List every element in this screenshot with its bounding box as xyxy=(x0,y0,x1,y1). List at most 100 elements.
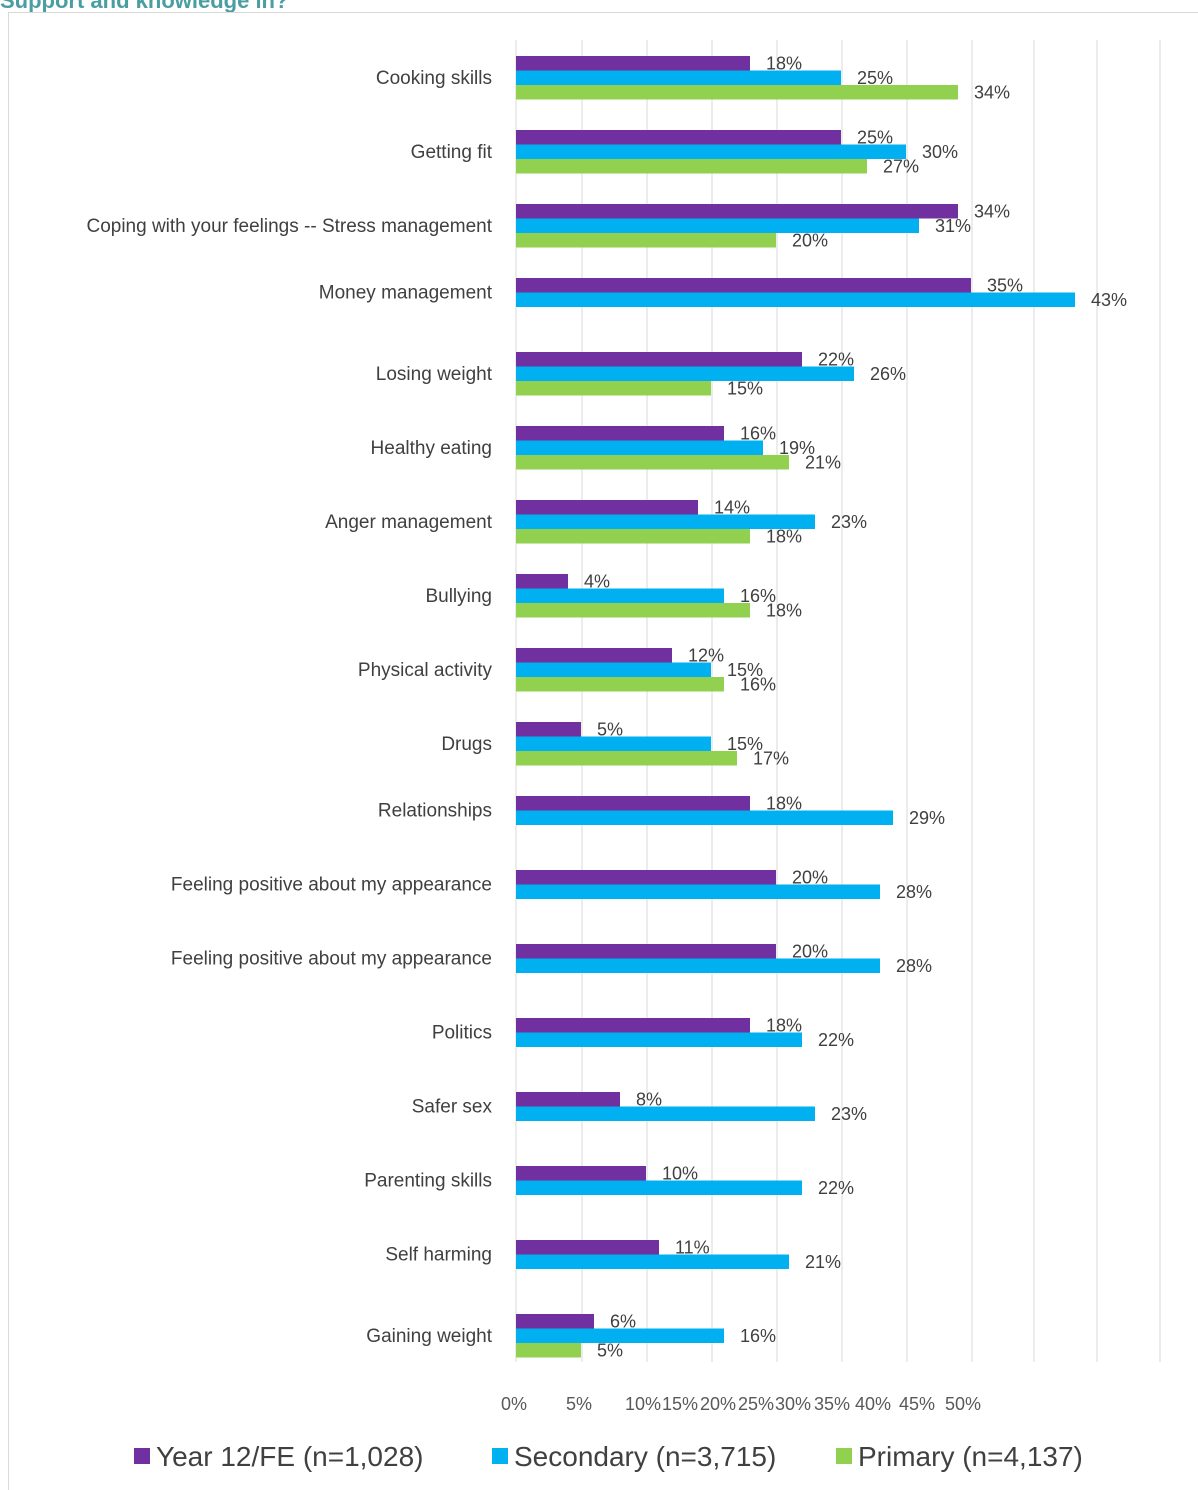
bar xyxy=(516,588,724,603)
category-label: Cooking skills xyxy=(376,68,492,89)
data-label: 25% xyxy=(857,68,893,88)
data-label: 22% xyxy=(818,1030,854,1050)
category-label: Self harming xyxy=(385,1245,492,1266)
data-label: 18% xyxy=(766,527,802,547)
x-tick-label: 15% xyxy=(662,1394,698,1414)
bar xyxy=(516,870,776,885)
bar xyxy=(516,1032,802,1047)
bar xyxy=(516,677,724,692)
data-label: 22% xyxy=(818,350,854,370)
category-label: Drugs xyxy=(441,734,492,755)
data-label: 19% xyxy=(779,438,815,458)
x-tick-label: 20% xyxy=(700,1394,736,1414)
category-label: Safer sex xyxy=(412,1097,493,1118)
category-label: Getting fit xyxy=(411,142,493,163)
bar xyxy=(516,736,711,751)
bar xyxy=(516,574,568,589)
bar xyxy=(516,1106,815,1121)
bar xyxy=(516,352,802,367)
data-label: 30% xyxy=(922,142,958,162)
data-label: 18% xyxy=(766,1016,802,1036)
bar xyxy=(516,426,724,441)
category-label: Politics xyxy=(432,1023,492,1044)
bar xyxy=(516,204,958,219)
x-tick-label: 25% xyxy=(738,1394,774,1414)
bar xyxy=(516,662,711,677)
bar xyxy=(516,278,971,293)
category-label: Relationships xyxy=(378,801,492,822)
bar xyxy=(516,1328,724,1343)
data-label: 15% xyxy=(727,660,763,680)
category-label: Money management xyxy=(319,283,493,304)
data-label: 14% xyxy=(714,498,750,518)
category-label: Coping with your feelings -- Stress mana… xyxy=(86,216,492,237)
data-label: 26% xyxy=(870,364,906,384)
bar xyxy=(516,1166,646,1181)
category-label: Losing weight xyxy=(376,364,493,385)
bar xyxy=(516,796,750,811)
data-label: 10% xyxy=(662,1164,698,1184)
bar xyxy=(516,1314,594,1329)
data-label: 25% xyxy=(857,128,893,148)
bar xyxy=(516,529,750,544)
bar xyxy=(516,1018,750,1033)
page-title: Support and knowledge in? xyxy=(0,0,289,13)
bar xyxy=(516,159,867,174)
data-label: 22% xyxy=(818,1178,854,1198)
bar xyxy=(516,292,1075,307)
data-label: 16% xyxy=(740,1326,776,1346)
category-label: Feeling positive about my appearance xyxy=(171,949,492,970)
data-label: 16% xyxy=(740,675,776,695)
data-label: 17% xyxy=(753,749,789,769)
data-label: 4% xyxy=(584,572,610,592)
x-tick-label: 35% xyxy=(814,1394,850,1414)
bar xyxy=(516,648,672,663)
data-label: 16% xyxy=(740,424,776,444)
data-label: 6% xyxy=(610,1312,636,1332)
bar xyxy=(516,233,776,248)
category-label: Physical activity xyxy=(358,660,493,681)
bar xyxy=(516,603,750,618)
bar xyxy=(516,810,893,825)
data-label: 29% xyxy=(909,808,945,828)
bar xyxy=(516,722,581,737)
data-label: 34% xyxy=(974,83,1010,103)
data-label: 27% xyxy=(883,157,919,177)
legend-swatch xyxy=(836,1448,852,1464)
bar xyxy=(516,958,880,973)
bar xyxy=(516,85,958,100)
bar xyxy=(516,1092,620,1107)
data-label: 16% xyxy=(740,586,776,606)
bar xyxy=(516,218,919,233)
bar xyxy=(516,1343,581,1358)
data-label: 34% xyxy=(974,202,1010,222)
data-label: 18% xyxy=(766,54,802,74)
bar xyxy=(516,144,906,159)
data-label: 28% xyxy=(896,956,932,976)
data-label: 20% xyxy=(792,868,828,888)
bar xyxy=(516,884,880,899)
bar xyxy=(516,455,789,470)
data-label: 15% xyxy=(727,734,763,754)
bar xyxy=(516,500,698,515)
legend-item: Year 12/FE (n=1,028) xyxy=(156,1441,423,1472)
x-tick-label: 40% xyxy=(855,1394,891,1414)
legend-item: Secondary (n=3,715) xyxy=(514,1441,776,1472)
data-label: 21% xyxy=(805,1252,841,1272)
data-label: 20% xyxy=(792,942,828,962)
category-label: Healthy eating xyxy=(371,438,492,459)
data-label: 31% xyxy=(935,216,971,236)
legend-item: Primary (n=4,137) xyxy=(858,1441,1083,1472)
data-label: 43% xyxy=(1091,290,1127,310)
data-label: 5% xyxy=(597,720,623,740)
data-label: 23% xyxy=(831,512,867,532)
bar xyxy=(516,381,711,396)
x-tick-label: 10% xyxy=(625,1394,661,1414)
x-tick-label: 30% xyxy=(775,1394,811,1414)
bar xyxy=(516,366,854,381)
data-label: 11% xyxy=(675,1238,710,1258)
data-label: 23% xyxy=(831,1104,867,1124)
data-label: 18% xyxy=(766,794,802,814)
category-label: Feeling positive about my appearance xyxy=(171,875,492,896)
